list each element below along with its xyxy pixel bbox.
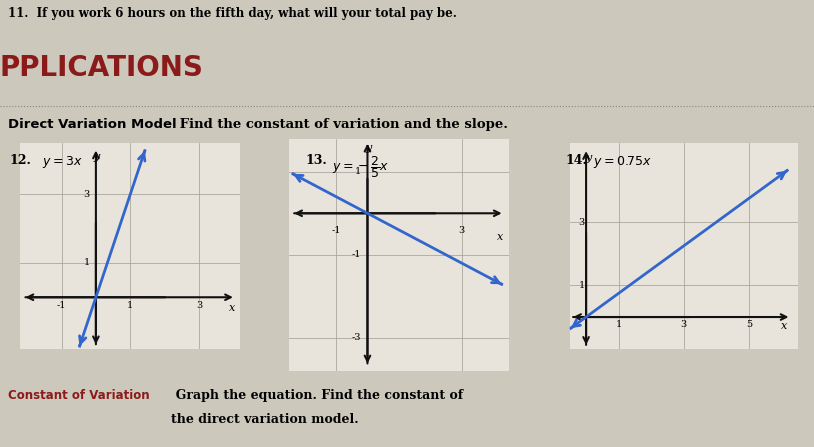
Text: Find the constant of variation and the slope.: Find the constant of variation and the s… (175, 118, 508, 131)
Text: 1: 1 (127, 301, 133, 310)
Text: 3: 3 (84, 190, 90, 199)
Text: 3: 3 (579, 218, 584, 227)
Text: Direct Variation Model: Direct Variation Model (8, 118, 177, 131)
Text: 3: 3 (681, 320, 687, 329)
Text: $y = -\dfrac{2}{5}x$: $y = -\dfrac{2}{5}x$ (332, 154, 390, 180)
Text: 13.: 13. (305, 154, 327, 167)
Text: 3: 3 (458, 226, 465, 235)
Text: 1: 1 (579, 281, 584, 290)
Text: 3: 3 (196, 301, 202, 310)
Text: -1: -1 (331, 226, 341, 235)
Text: y: y (94, 152, 100, 162)
Text: the direct variation model.: the direct variation model. (171, 413, 358, 426)
Text: y: y (365, 143, 371, 153)
Text: 1: 1 (355, 167, 361, 176)
Text: x: x (497, 232, 504, 242)
Text: y: y (585, 153, 592, 164)
Text: 11.  If you work 6 hours on the fifth day, what will your total pay be.: 11. If you work 6 hours on the fifth day… (8, 7, 457, 20)
Text: -1: -1 (57, 301, 66, 310)
Text: x: x (229, 304, 235, 313)
Text: 1: 1 (615, 320, 622, 329)
Text: Graph the equation. Find the constant of: Graph the equation. Find the constant of (167, 389, 463, 402)
Text: -1: -1 (352, 250, 361, 259)
Text: x: x (781, 321, 787, 331)
Text: 5: 5 (746, 320, 752, 329)
Text: 14.: 14. (566, 154, 588, 167)
Text: 1: 1 (84, 258, 90, 267)
Text: Constant of Variation: Constant of Variation (8, 389, 150, 402)
Text: $y = 0.75x$: $y = 0.75x$ (593, 154, 652, 170)
Text: $y = 3x$: $y = 3x$ (42, 154, 83, 170)
Text: PPLICATIONS: PPLICATIONS (0, 54, 204, 82)
Text: -3: -3 (352, 333, 361, 342)
Text: 12.: 12. (10, 154, 32, 167)
